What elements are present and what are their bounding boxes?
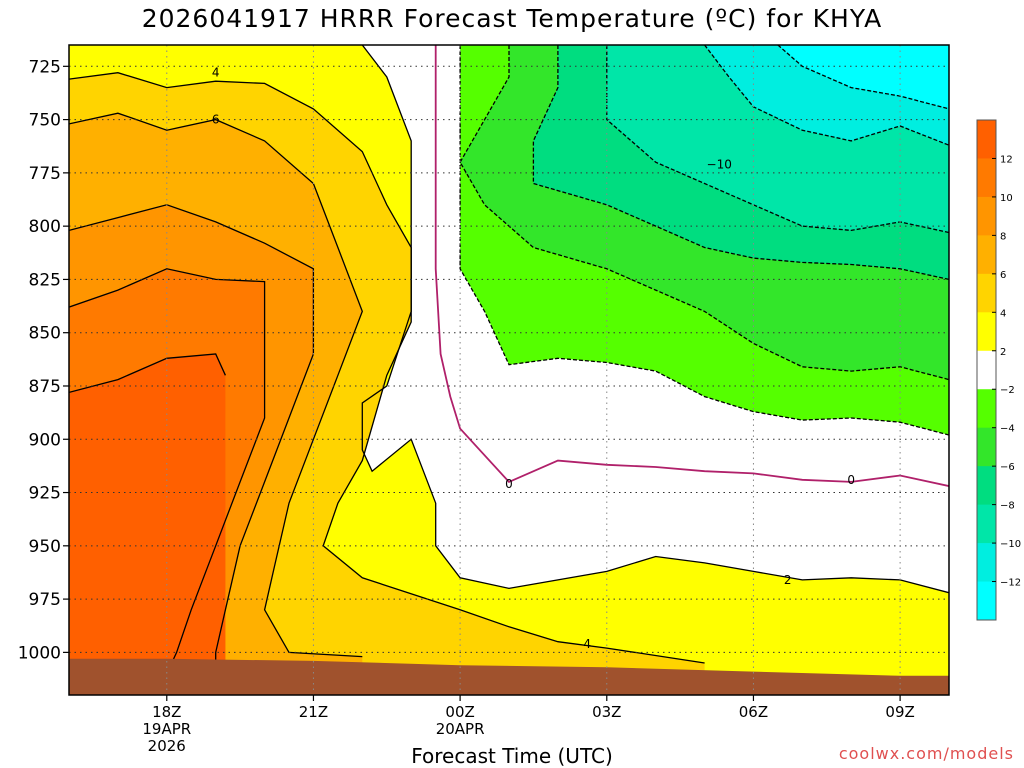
colorbar-label: −8 [1000,501,1015,512]
contour-label: 4 [583,637,591,651]
y-tick-label: 775 [29,164,61,184]
contour-line [459,45,949,436]
colorbar-swatch [977,235,996,275]
ground-fill [69,658,949,695]
y-tick-label: 800 [29,217,61,237]
x-tick-label: 00Z [445,703,474,721]
ground-surface [69,658,949,695]
contour-label: 2 [784,573,792,587]
contour-line [777,45,949,110]
colorbar-label: 10 [1000,193,1013,204]
contour-label: 6 [212,113,220,127]
colorbar-swatch [977,504,996,544]
colorbar-swatch [977,389,996,429]
y-tick-label: 725 [29,57,61,77]
contour-line [606,45,949,234]
y-tick-label: 850 [29,324,61,344]
contour-line [361,45,949,594]
contour-line [532,45,949,281]
y-tick-label: 950 [29,537,61,557]
colorbar-label: −12 [1000,578,1021,589]
grid [69,45,949,695]
colorbar-label: 12 [1000,154,1013,165]
colorbar-label: −10 [1000,539,1021,550]
colorbar-swatch [977,427,996,467]
contour-label: 0 [847,473,855,487]
contour-line [69,353,226,394]
x-tick-label: 06Z [739,703,768,721]
plot-frame [68,44,950,696]
colorbar-label: −6 [1000,462,1015,473]
chart-title: 2026041917 HRRR Forecast Temperature (ºC… [141,4,883,33]
x-tick-label: 19APR [142,720,191,738]
temperature-fill [69,45,949,695]
colorbar-swatch [977,312,996,352]
colorbar-label: −4 [1000,424,1015,435]
x-tick-label: 09Z [885,703,914,721]
contour-line [434,45,949,487]
x-tick-label: 21Z [299,703,328,721]
x-axis-label: Forecast Time (UTC) [411,744,613,768]
colorbar-swatch [977,196,996,236]
contour-label: −10 [707,157,732,171]
colorbar-label: 4 [1000,308,1006,319]
colorbar-swatch [977,120,996,159]
y-tick-label: 1000 [18,643,61,663]
colorbar: 12 10 8 6 4 2 −2 −4 −6 −8 −10 −12 [976,119,1021,621]
contour-line [69,112,363,658]
colorbar-swatch [977,466,996,506]
colorbar-swatch [977,543,996,583]
y-tick-label: 900 [29,430,61,450]
colorbar-label: 6 [1000,270,1006,281]
band-gt_12 [69,354,226,695]
x-tick-label: 18Z [152,703,181,721]
contour-label: 0 [505,477,513,491]
y-tick-label: 750 [29,111,61,131]
colorbar-label: 2 [1000,347,1006,358]
colorbar-swatch [977,350,996,390]
contour-label: 4 [212,66,220,80]
contour-line [704,45,949,146]
colorbar-label: −2 [1000,385,1015,396]
colorbar-swatch [977,581,996,621]
x-tick-label: 2026 [148,737,186,755]
x-tick-label: 03Z [592,703,621,721]
x-tick-label: 20APR [436,720,485,738]
y-tick-label: 825 [29,270,61,290]
contour-labels: 4 6 −10 0 0 2 4 [212,66,855,651]
credit-link[interactable]: coolwx.com/models [838,744,1014,763]
y-tick-label: 975 [29,590,61,610]
y-tick-label: 875 [29,377,61,397]
colorbar-swatch [977,273,996,313]
band-lt_-12 [777,45,949,109]
contour-line [69,268,266,674]
colorbar-swatch [977,158,996,198]
y-tick-label: 925 [29,484,61,504]
colorbar-frame [976,119,997,621]
y-axis: 725 750 775 800 825 850 875 900 925 950 975 1000 [18,57,69,663]
colorbar-label: 8 [1000,231,1006,242]
